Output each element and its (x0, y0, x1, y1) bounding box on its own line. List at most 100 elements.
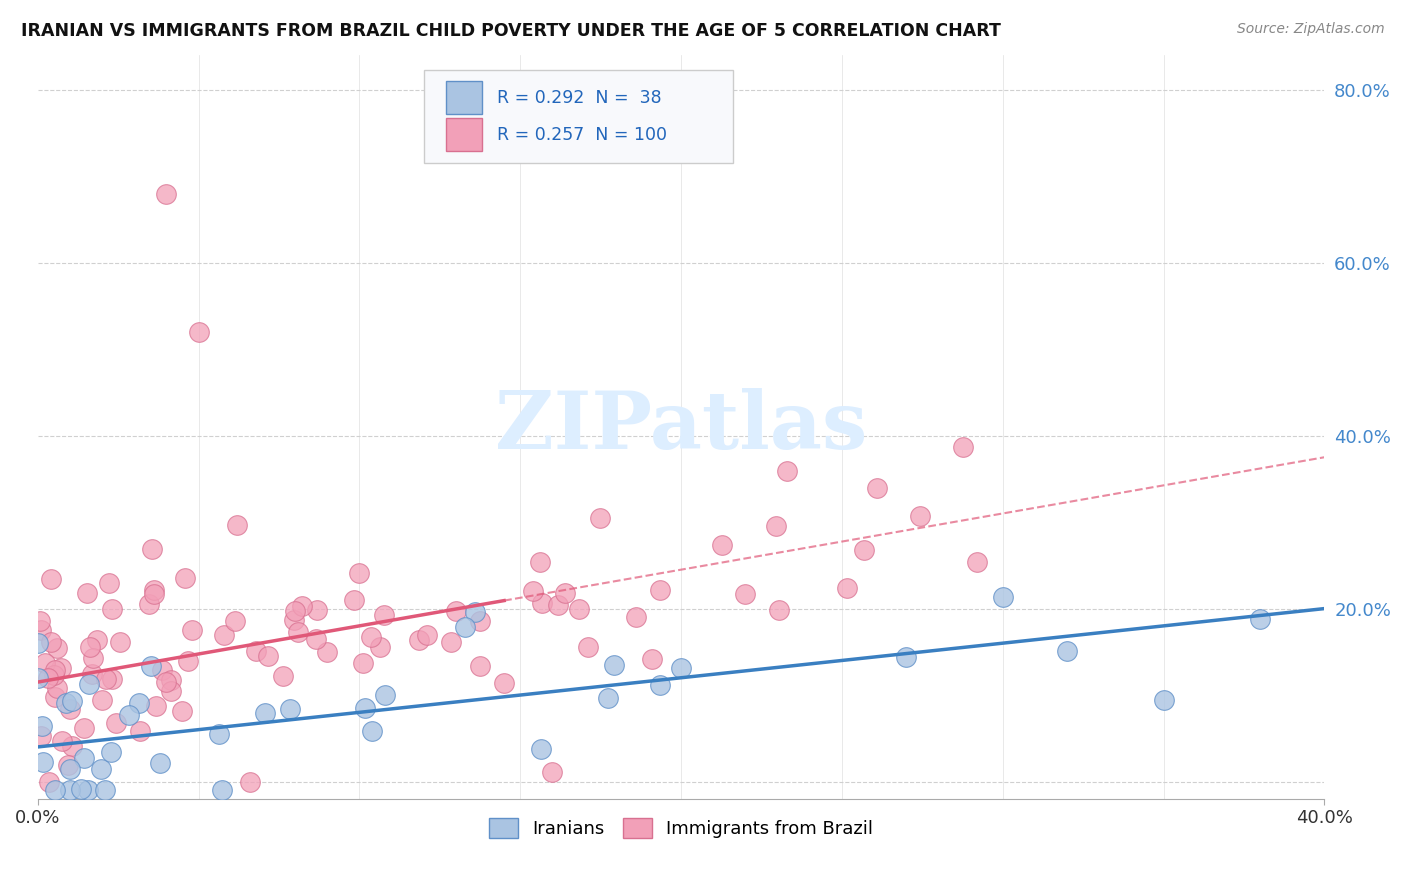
Point (149, 756, 172, 770)
Point (952, 440, 974, 454)
Point (305, 632, 328, 646)
Point (59, 783, 82, 797)
Point (530, 596, 553, 610)
Point (172, 704, 194, 718)
Point (44, 783, 66, 797)
Point (908, 508, 931, 523)
Point (541, 764, 564, 779)
Point (470, 614, 492, 628)
Point (278, 702, 301, 716)
Point (46, 681, 69, 696)
Point (30, 623, 52, 637)
Point (835, 581, 858, 595)
Text: R = 0.257  N = 100: R = 0.257 N = 100 (498, 126, 666, 144)
Text: R = 0.292  N =  38: R = 0.292 N = 38 (498, 88, 662, 106)
FancyBboxPatch shape (423, 70, 733, 163)
Point (118, 708, 141, 723)
Point (470, 658, 492, 673)
Point (79, 677, 101, 691)
Point (30, 614, 52, 628)
Point (576, 640, 599, 655)
Point (966, 555, 988, 569)
Point (1153, 693, 1175, 707)
Point (444, 604, 467, 618)
Point (143, 587, 166, 601)
Point (142, 582, 165, 597)
Point (60, 739, 83, 753)
Point (212, 628, 235, 642)
Point (30, 729, 52, 743)
Point (101, 672, 124, 686)
Point (60, 694, 83, 708)
Point (283, 613, 305, 627)
Point (224, 614, 246, 628)
Point (271, 669, 294, 683)
Point (59, 762, 82, 776)
Point (150, 663, 173, 677)
Point (494, 676, 516, 690)
Point (98, 576, 121, 591)
Point (128, 696, 150, 710)
Point (105, 715, 128, 730)
Point (603, 658, 626, 673)
Point (86, 633, 108, 648)
Point (180, 624, 202, 638)
Point (408, 633, 430, 648)
Point (287, 624, 309, 639)
Point (641, 652, 664, 666)
Point (90, 693, 112, 707)
Point (55, 696, 77, 710)
Point (530, 741, 553, 756)
Point (76, 783, 98, 797)
Point (56, 757, 79, 772)
Point (253, 706, 276, 721)
Point (59, 702, 82, 716)
Point (39, 573, 62, 587)
Point (991, 590, 1014, 604)
Point (27, 671, 49, 685)
Point (547, 598, 569, 612)
Text: Source: ZipAtlas.com: Source: ZipAtlas.com (1237, 22, 1385, 37)
Point (349, 566, 371, 580)
Point (598, 690, 620, 705)
Point (225, 517, 247, 532)
Point (145, 699, 167, 714)
Point (865, 481, 887, 495)
Point (44, 664, 66, 678)
Point (129, 723, 152, 738)
Point (82, 650, 104, 665)
Point (39, 634, 62, 648)
Point (155, 674, 177, 689)
Point (711, 538, 734, 552)
Point (305, 603, 328, 617)
Point (374, 688, 396, 702)
Point (1056, 643, 1078, 657)
Point (31, 755, 53, 769)
Point (42, 668, 65, 682)
Point (316, 644, 339, 658)
Point (34, 656, 56, 670)
Point (49, 661, 72, 675)
Point (360, 724, 382, 739)
Point (31, 718, 53, 732)
Point (776, 464, 799, 478)
Legend: Iranians, Immigrants from Brazil: Iranians, Immigrants from Brazil (482, 810, 880, 846)
Point (650, 678, 672, 692)
Point (100, 745, 122, 759)
Point (238, 774, 260, 789)
Point (373, 607, 395, 622)
Point (176, 655, 198, 669)
Point (624, 610, 647, 624)
Point (160, 683, 183, 698)
Point (187, 325, 209, 339)
Point (94, 783, 117, 797)
Point (79, 640, 101, 654)
Point (453, 620, 475, 634)
Point (853, 542, 876, 557)
Point (37, 671, 59, 685)
Point (82, 667, 104, 681)
Point (94, 673, 117, 687)
Point (291, 599, 314, 613)
Text: IRANIAN VS IMMIGRANTS FROM BRAZIL CHILD POVERTY UNDER THE AGE OF 5 CORRELATION C: IRANIAN VS IMMIGRANTS FROM BRAZIL CHILD … (21, 22, 1001, 40)
Point (669, 661, 692, 675)
